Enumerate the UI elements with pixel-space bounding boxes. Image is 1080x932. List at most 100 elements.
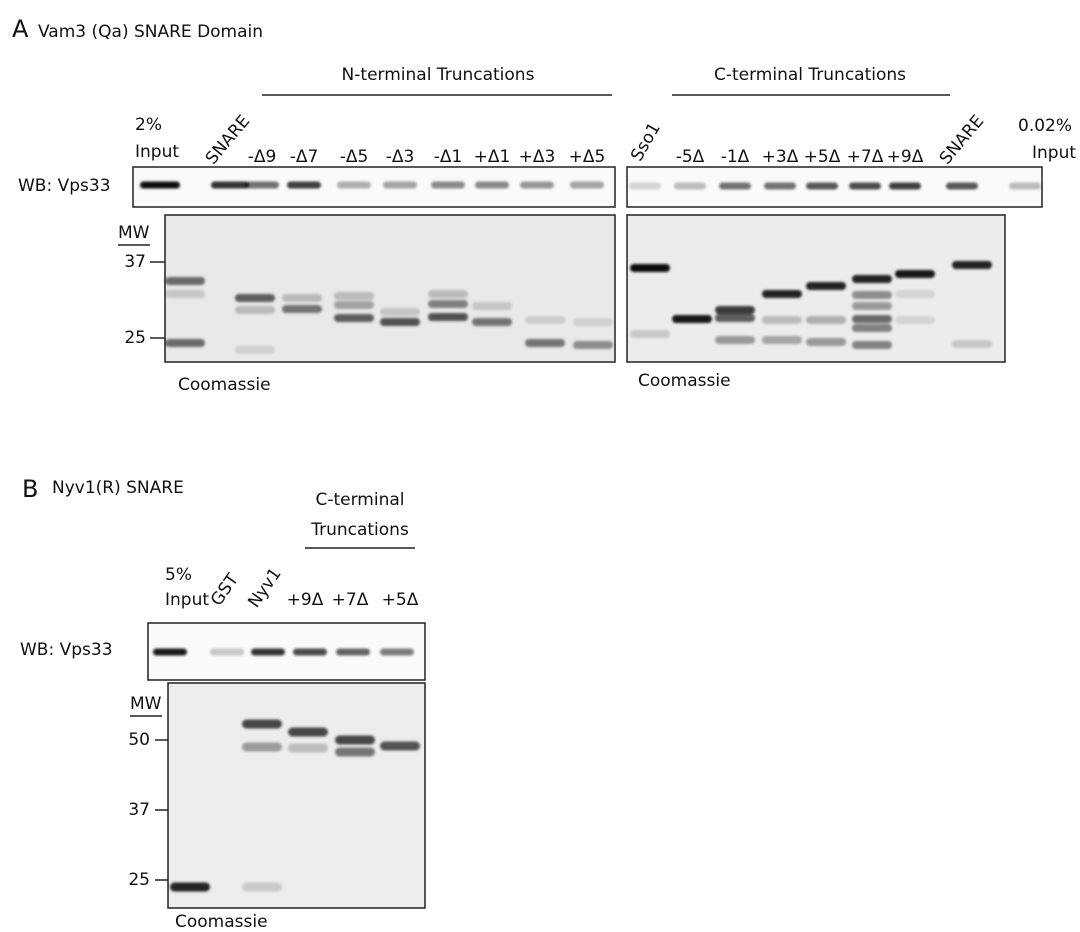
label: Input: [135, 142, 179, 162]
lane-label: +9Δ: [287, 590, 324, 610]
panel-title: Nyv1(R) SNARE: [52, 478, 184, 498]
band: [211, 181, 249, 189]
band: [715, 336, 755, 344]
lane-label: Nyv1: [244, 564, 285, 611]
band: [165, 290, 205, 298]
blot-box: [147, 622, 426, 681]
label: 5%: [165, 565, 192, 585]
band: [852, 275, 892, 283]
lane-label: +5Δ: [382, 590, 419, 610]
label: 2%: [135, 115, 162, 135]
band: [764, 182, 796, 190]
band: [952, 261, 992, 269]
band: [1009, 182, 1041, 190]
lane-label: +Δ5: [569, 147, 606, 167]
lane-label: SNARE: [936, 111, 988, 168]
band: [210, 648, 244, 656]
band: [630, 264, 670, 272]
panel-b-frames: [130, 547, 426, 909]
band: [472, 302, 512, 310]
band: [335, 735, 375, 745]
panel-title: Vam3 (Qa) SNARE Domain: [38, 22, 263, 42]
lane-label: +9Δ: [887, 147, 924, 167]
band: [806, 316, 846, 324]
panel-letter: A: [12, 15, 29, 43]
band: [762, 336, 802, 344]
lane-label: +3Δ: [762, 147, 799, 167]
band: [672, 315, 712, 323]
band: [153, 648, 187, 656]
band: [428, 290, 468, 298]
mw-label: MW: [130, 694, 162, 714]
band: [849, 182, 881, 190]
band: [889, 182, 921, 190]
band: [165, 339, 205, 347]
band: [288, 743, 328, 753]
band: [715, 306, 755, 314]
band: [242, 719, 282, 729]
band: [287, 181, 321, 189]
band: [334, 314, 374, 322]
band: [762, 316, 802, 324]
lane-label: +5Δ: [804, 147, 841, 167]
band: [630, 330, 670, 338]
band: [475, 181, 509, 189]
mw-marker: 50: [128, 730, 150, 750]
panel-letter: B: [22, 475, 38, 503]
lane-label: -Δ9: [248, 147, 277, 167]
band: [852, 324, 892, 332]
band: [852, 291, 892, 299]
band: [334, 301, 374, 309]
band: [428, 300, 468, 308]
group-label: C-terminal Truncations: [714, 65, 906, 85]
band: [525, 316, 565, 324]
band: [852, 315, 892, 323]
lane-label: Sso1: [627, 119, 665, 164]
band: [525, 339, 565, 347]
lane-label: -5Δ: [676, 147, 705, 167]
band: [806, 338, 846, 346]
band: [165, 277, 205, 285]
band: [719, 182, 751, 190]
lane-label: -Δ5: [340, 147, 369, 167]
band: [946, 182, 978, 190]
band: [852, 341, 892, 349]
mw-marker: 37: [124, 252, 146, 272]
band: [852, 302, 892, 310]
mw-marker: 25: [128, 870, 150, 890]
mw-label: MW: [118, 223, 150, 243]
band: [336, 648, 370, 656]
label: 0.02%: [1018, 116, 1072, 136]
lane-label: +Δ1: [474, 147, 511, 167]
band: [251, 648, 285, 656]
band: [806, 282, 846, 290]
band: [629, 182, 661, 190]
bands: [140, 181, 1041, 892]
panel-a-frames: [118, 94, 1043, 363]
gel-box: [164, 214, 616, 363]
band: [170, 882, 210, 892]
label: Input: [165, 590, 209, 610]
band: [762, 290, 802, 298]
band: [570, 181, 604, 189]
mw-marker: 25: [124, 328, 146, 348]
band: [380, 318, 420, 326]
gel-label: Coomassie: [175, 912, 268, 932]
lane-label: +Δ3: [519, 147, 556, 167]
band: [380, 741, 420, 751]
blot-label: WB: Vps33: [18, 176, 111, 196]
band: [380, 648, 414, 656]
band: [380, 308, 420, 316]
band: [245, 181, 279, 189]
lane-label: +7Δ: [332, 590, 369, 610]
lane-label: GST: [207, 570, 243, 610]
band: [334, 292, 374, 300]
lane-label: +7Δ: [847, 147, 884, 167]
label: Input: [1032, 143, 1076, 163]
band: [520, 181, 554, 189]
band: [282, 294, 322, 302]
blot-label: WB: Vps33: [20, 640, 113, 660]
band: [428, 313, 468, 321]
band: [335, 747, 375, 757]
